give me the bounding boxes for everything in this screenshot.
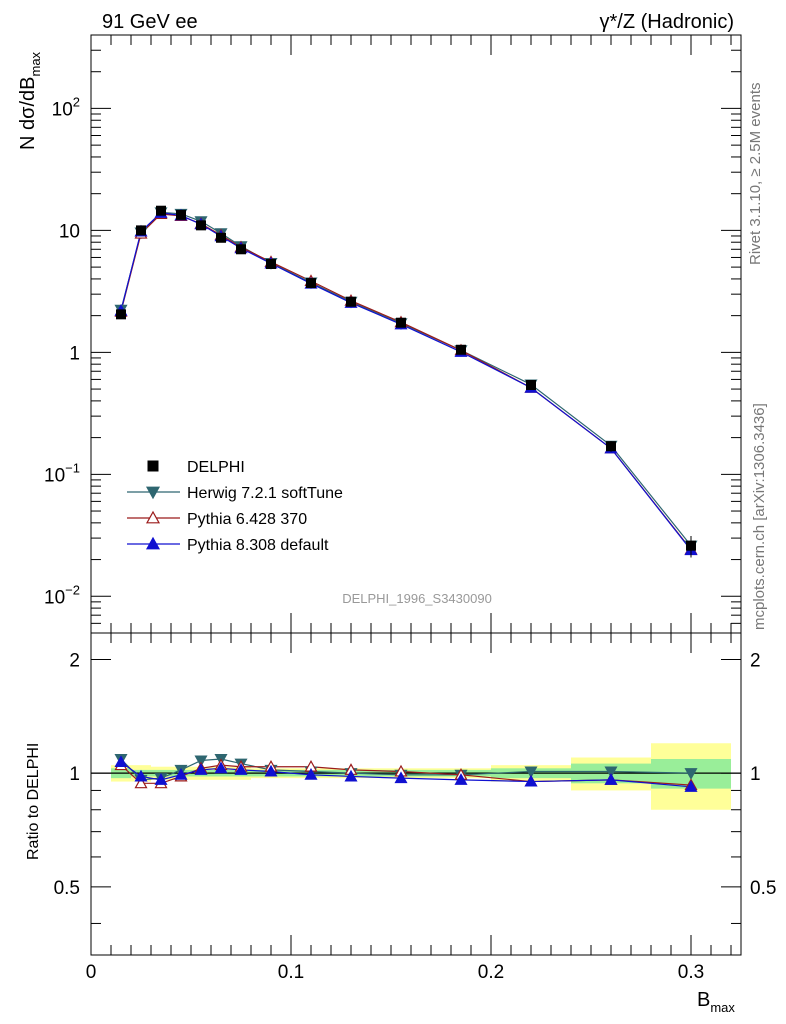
ratio-y-tick-label-left: 1 [69, 764, 80, 785]
main-y-tick-label-exp: 2 [73, 94, 80, 109]
main-y-tick-label-base: 1 [69, 343, 80, 364]
ratio-series-point [604, 766, 618, 779]
legend-label: DELPHI [187, 459, 245, 476]
ratio-y-tick-label-right: 2 [750, 650, 761, 671]
legend-label: Pythia 6.428 370 [187, 511, 307, 528]
ratio-series-point [684, 768, 698, 780]
main-y-axis-title: N dσ/dBmax [17, 51, 43, 150]
ratio-series-point [214, 761, 228, 774]
ratio-y-tick-label-left: 0.5 [54, 878, 80, 899]
analysis-watermark: DELPHI_1996_S3430090 [342, 591, 492, 606]
ratio-series-point [304, 768, 318, 780]
main-y-axis-title-sub: max [28, 51, 43, 76]
data-point [396, 317, 406, 328]
ratio-series-point [194, 755, 208, 768]
ratio-series-point [134, 776, 148, 789]
ratio-series-point [154, 773, 168, 785]
ratio-series-point [394, 771, 408, 784]
main-y-tick-label-base: 10 [44, 465, 65, 486]
ratio-axes: 0.5 0.5 1 1 2 2 0 0.1 0.2 0.3 [54, 633, 776, 983]
data-point [266, 259, 276, 270]
data-point [236, 244, 246, 255]
main-y-tick-label-exp: −2 [65, 582, 80, 597]
ratio-series-point [684, 780, 698, 792]
data-point [216, 232, 226, 243]
data-point [156, 205, 166, 216]
main-y-tick-label: 10 [59, 221, 80, 242]
data-point [176, 209, 186, 220]
ratio-series-point [114, 755, 128, 768]
legend-marker [145, 536, 161, 550]
main-y-tick-label-base: 10 [44, 587, 65, 608]
data-point [306, 278, 316, 289]
main-y-tick-label-base: 10 [59, 221, 80, 242]
ratio-y-tick-label-right: 0.5 [750, 878, 776, 899]
data-point [136, 225, 146, 236]
ratio-series-point [604, 773, 618, 785]
ratio-panel-frame [90, 632, 742, 956]
main-y-tick-label-base: 10 [52, 99, 73, 120]
legend: DELPHI Herwig 7.2.1 softTune Pythia 6.428 … [127, 459, 343, 554]
main-y-tick-label: 102 [52, 94, 80, 120]
x-axis-title-sub: max [710, 1000, 735, 1015]
x-axis-title-text: B [697, 989, 710, 1011]
main-y-tick-label: 10−1 [44, 460, 80, 486]
ratio-series-point [524, 774, 538, 787]
main-y-axis-title-text: N dσ/dB [17, 77, 39, 151]
main-series [114, 205, 698, 558]
x-tick-label: 0.1 [278, 962, 304, 983]
x-tick-label: 0.2 [478, 962, 504, 983]
data-point [346, 296, 356, 307]
ratio-series [114, 754, 698, 792]
ratio-y-axis-title: Ratio to DELPHI [25, 743, 42, 860]
main-y-tick-label: 1 [69, 343, 80, 364]
ratio-series-point [234, 763, 248, 775]
ratio-series-point [454, 773, 468, 785]
data-point [686, 540, 696, 551]
energy-label: 91 GeV ee [102, 11, 198, 33]
x-tick-label: 0.3 [678, 962, 704, 983]
legend-marker [145, 486, 161, 500]
data-point [116, 309, 126, 320]
data-point [196, 220, 206, 231]
legend-marker [147, 460, 159, 472]
data-point [456, 344, 466, 355]
main-y-tick-label: 10−2 [44, 582, 80, 608]
mcplots-label: mcplots.cern.ch [arXiv:1306.3436] [751, 403, 768, 630]
rivet-label: Rivet 3.1.10, ≥ 2.5M events [747, 83, 764, 266]
process-label: γ*/Z (Hadronic) [600, 11, 734, 33]
ratio-series-point [264, 764, 278, 777]
ratio-series-point [134, 769, 148, 782]
data-point [606, 441, 616, 452]
legend-marker [145, 510, 161, 524]
ratio-series-point [344, 769, 358, 782]
data-point [526, 379, 536, 390]
main-y-tick-label-exp: −1 [65, 460, 80, 475]
ratio-series-point [174, 768, 188, 780]
ratio-y-tick-label-left: 2 [69, 650, 80, 671]
legend-label: Herwig 7.2.1 softTune [187, 485, 343, 502]
ratio-uncertainty-bands [111, 743, 731, 810]
legend-label: Pythia 8.308 default [187, 537, 329, 554]
ratio-series-point [524, 766, 538, 779]
ratio-y-tick-label-right: 1 [750, 764, 761, 785]
x-axis-title: Bmax [697, 989, 735, 1015]
ratio-series-point [194, 763, 208, 775]
x-tick-label: 0 [86, 962, 97, 983]
